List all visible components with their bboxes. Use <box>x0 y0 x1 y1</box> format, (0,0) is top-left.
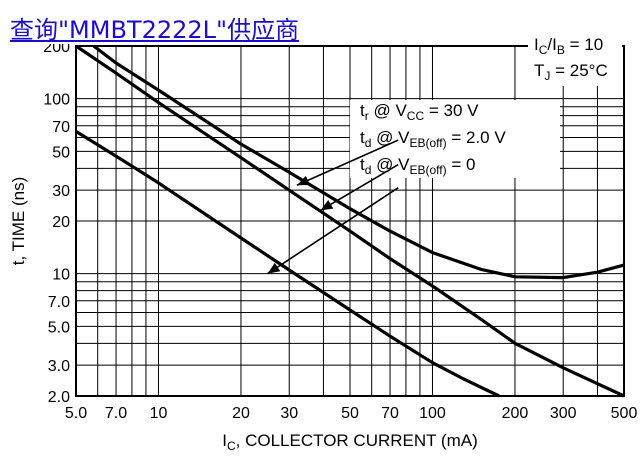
arrow-line-1 <box>296 139 399 187</box>
x-tick-label: 20 <box>232 405 250 422</box>
plot-frame <box>75 45 625 397</box>
series-label-3: td @ VEB(off) = 0 <box>360 155 475 177</box>
arrow-line-3 <box>267 187 399 275</box>
series-label-1: tr @ VCC = 30 V <box>360 101 479 123</box>
conditions-box <box>528 30 622 86</box>
series-line-2 <box>75 44 625 398</box>
arrow-head-2 <box>320 199 334 211</box>
condition-label: TJ = 25°C <box>534 61 608 83</box>
supplier-query-link[interactable]: 查询"MMBT2222L"供应商 <box>8 16 302 44</box>
arrow-head-1 <box>296 175 310 186</box>
x-tick-label: 100 <box>419 405 446 422</box>
axis-titles: IC, COLLECTOR CURRENT (mA) t, TIME (ns) <box>9 177 478 453</box>
y-tick-label: 10 <box>52 267 70 284</box>
series-line-1 <box>92 44 625 280</box>
x-tick-label: 50 <box>341 405 359 422</box>
arrow-line-2 <box>320 163 399 212</box>
y-axis-title: t, TIME (ns) <box>9 177 28 265</box>
y-tick-label: 7.0 <box>48 294 70 311</box>
grid <box>75 45 625 397</box>
y-tick-label: 20 <box>52 214 70 231</box>
x-tick-label: 200 <box>502 405 529 422</box>
x-tick-label: 500 <box>611 405 638 422</box>
x-tick-label: 5.0 <box>65 405 87 422</box>
x-tick-label: 10 <box>150 405 168 422</box>
x-tick-label: 7.0 <box>105 405 127 422</box>
y-tick-label: 50 <box>52 144 70 161</box>
series-label-2: td @ VEB(off) = 2.0 V <box>360 128 506 150</box>
curves <box>75 44 625 398</box>
x-axis-title: IC, COLLECTOR CURRENT (mA) <box>222 431 478 453</box>
x-tick-label: 30 <box>280 405 298 422</box>
condition-label: IC/IB = 10 <box>534 35 603 57</box>
x-tick-label: 70 <box>381 405 399 422</box>
y-tick-label: 3.0 <box>48 358 70 375</box>
y-tick-label: 100 <box>43 92 70 109</box>
x-tick-label: 300 <box>550 405 577 422</box>
y-tick-label: 5.0 <box>48 319 70 336</box>
y-tick-label: 70 <box>52 119 70 136</box>
y-tick-label: 30 <box>52 183 70 200</box>
series-label-box <box>350 100 560 178</box>
arrow-head-3 <box>267 262 281 274</box>
series-line-3 <box>75 130 500 398</box>
y-tick-label: 2.0 <box>48 389 70 406</box>
tick-labels: 5.0 7.0 10 20 30 50 70 100 200 300 500 2.0 3.0 5.0 7.0… <box>43 39 637 422</box>
annotations: IC/IB = 10 TJ = 25°C tr @ VCC = 30 V td @ V… <box>267 30 622 275</box>
